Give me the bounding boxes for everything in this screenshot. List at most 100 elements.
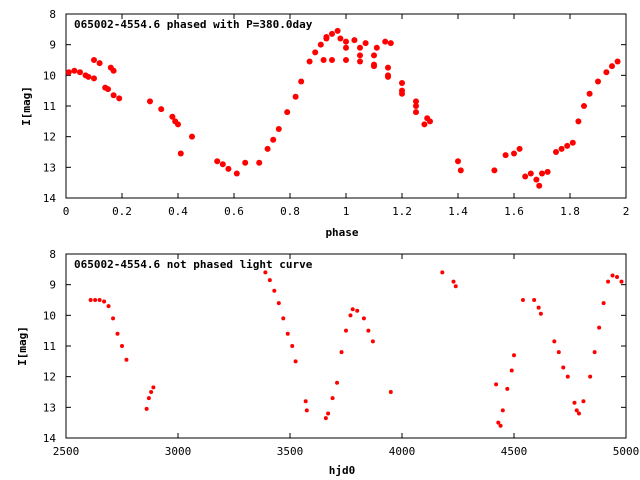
phased-data-point (264, 145, 271, 152)
unphased-x-ticks: 2500 3000 3500 4000 4500 5000 (53, 254, 640, 458)
phased-data-point (306, 58, 313, 65)
phased-data-point (387, 40, 394, 47)
unphased-data-point (88, 298, 93, 302)
unphased-data-point (330, 396, 335, 401)
unphased-data-point (111, 316, 116, 321)
unphased-data-point (453, 284, 458, 289)
phased-data-point (457, 167, 464, 174)
unphased-data-point (323, 416, 328, 421)
unphased-data-point (348, 313, 353, 318)
unphased-y-tick-label: 14 (43, 432, 57, 445)
unphased-data-point (151, 385, 156, 390)
phased-data-point (116, 95, 123, 102)
phased-data-point (284, 109, 291, 116)
unphased-data-point (120, 344, 124, 348)
unphased-data-point (303, 399, 308, 404)
phased-data-point (586, 90, 593, 97)
phased-data-point (275, 126, 282, 132)
phased-data-point (343, 38, 349, 45)
phased-data-point (564, 142, 571, 149)
unphased-data-point (293, 359, 298, 364)
unphased-y-tick-label: 11 (43, 340, 56, 353)
phased-data-point (298, 78, 305, 85)
phased-data-point (382, 38, 389, 45)
phased-data-point (96, 60, 103, 67)
phased-data-point (242, 159, 249, 166)
unphased-data-point (494, 382, 499, 387)
unphased-data-point (276, 301, 281, 306)
unphased-x-tick-label: 3500 (277, 445, 304, 458)
unphased-data-point (440, 270, 445, 275)
phased-data-point (329, 57, 335, 63)
phased-x-tick-label: 1 (343, 205, 350, 218)
phased-data-point (603, 69, 610, 76)
phased-data-point (371, 61, 377, 68)
phased-data-point (337, 35, 344, 42)
unphased-data-point (509, 368, 514, 373)
phased-data-point (357, 52, 363, 59)
unphased-data-point (565, 374, 570, 379)
unphased-data-point (615, 275, 620, 279)
unphased-data-point (149, 390, 154, 394)
unphased-data-point (335, 380, 340, 385)
phased-data-point (595, 78, 601, 85)
unphased-chart-title: 065002-4554.6 not phased light curve (74, 258, 313, 271)
phased-y-ticks: 8 9 10 11 12 13 14 (43, 8, 626, 205)
phased-data-point (158, 106, 165, 113)
unphased-data-point (326, 411, 331, 416)
unphased-data-point (361, 316, 366, 321)
unphased-data-point (115, 331, 120, 336)
unphased-data-point (451, 279, 456, 284)
phased-data-point (373, 44, 380, 51)
phased-y-tick-label: 12 (43, 131, 56, 144)
unphased-x-tick-label: 2500 (53, 445, 80, 458)
unphased-data-point (304, 408, 309, 413)
phased-data-point (270, 136, 277, 143)
phased-data-point (312, 49, 319, 56)
unphased-data-point (576, 411, 581, 416)
phased-data-point (357, 58, 363, 65)
phased-data-point (343, 44, 349, 51)
unphased-data-point (388, 390, 393, 394)
phased-x-axis-label: phase (325, 226, 358, 239)
phased-x-tick-label: 1.6 (504, 205, 524, 218)
unphased-data-point (366, 328, 371, 333)
unphased-data-point (106, 304, 111, 309)
phased-data-point (233, 170, 240, 177)
unphased-data-point (619, 279, 624, 284)
phased-data-point (544, 168, 551, 175)
unphased-data-point (102, 299, 107, 304)
phased-data-point (110, 92, 117, 99)
phased-data-point (110, 67, 117, 74)
unphased-data-point (592, 350, 597, 355)
phased-data-point (175, 121, 181, 128)
unphased-y-axis-label: I[mag] (16, 326, 29, 366)
phased-data-point (581, 103, 587, 109)
unphased-x-tick-label: 4500 (501, 445, 528, 458)
unphased-data-point (556, 350, 561, 355)
phased-data-points (65, 27, 621, 189)
phased-data-point (77, 69, 83, 76)
phased-data-point (323, 34, 330, 40)
phased-x-tick-label: 0.4 (168, 205, 188, 218)
phased-data-point (214, 158, 221, 165)
phased-y-tick-label: 10 (43, 69, 56, 82)
unphased-y-tick-label: 10 (43, 309, 56, 322)
unphased-data-point (355, 308, 360, 313)
unphased-data-points (88, 270, 624, 428)
phased-data-point (455, 158, 461, 165)
phased-data-point (516, 145, 523, 152)
unphased-data-point (532, 298, 537, 302)
phased-x-tick-label: 0.2 (112, 205, 132, 218)
phased-data-point (225, 165, 232, 172)
unphased-data-point (93, 298, 98, 302)
unphased-y-tick-label: 12 (43, 371, 56, 384)
unphased-data-point (601, 301, 606, 306)
unphased-data-point (97, 298, 102, 302)
phased-data-point (343, 57, 349, 63)
unphased-x-tick-label: 5000 (613, 445, 640, 458)
unphased-data-point (512, 353, 516, 358)
phased-x-tick-label: 1.4 (448, 205, 468, 218)
unphased-x-tick-label: 4000 (389, 445, 416, 458)
